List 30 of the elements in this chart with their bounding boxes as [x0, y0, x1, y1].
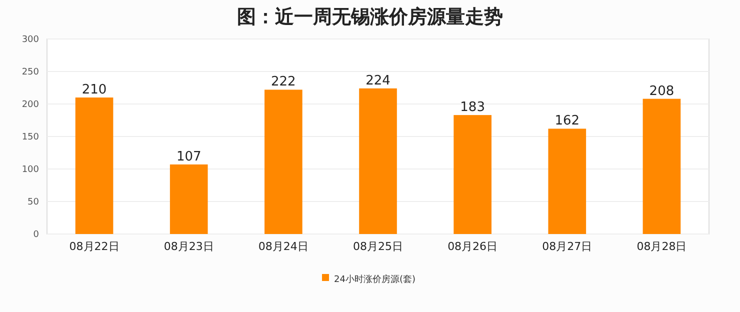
y-tick-label: 50: [28, 198, 40, 208]
bar: [170, 164, 208, 234]
y-tick-label: 250: [22, 68, 40, 78]
y-tick-label: 100: [22, 165, 40, 175]
data-label: 183: [460, 100, 485, 116]
legend-label: 24小时涨价房源(套): [334, 274, 416, 285]
bar: [454, 115, 492, 234]
x-tick-label: 08月24日: [258, 240, 308, 253]
bar: [359, 88, 397, 234]
bar: [548, 128, 586, 234]
x-tick-label: 08月23日: [164, 240, 214, 253]
y-tick-label: 0: [33, 230, 40, 240]
x-tick-label: 08月25日: [353, 240, 403, 253]
x-tick-label: 08月27日: [542, 240, 592, 253]
y-tick-label: 200: [22, 100, 40, 110]
bar: [264, 90, 302, 234]
data-label: 208: [649, 84, 674, 99]
data-label: 222: [271, 74, 296, 90]
y-tick-label: 150: [22, 132, 40, 142]
y-tick-label: 300: [22, 35, 40, 45]
data-label: 224: [366, 73, 390, 88]
chart-title: 图：近一周无锡涨价房源量走势: [237, 6, 503, 28]
x-tick-label: 08月22日: [69, 240, 120, 253]
x-tick-label: 08月28日: [636, 240, 687, 253]
x-tick-label: 08月26日: [448, 240, 498, 253]
data-label: 162: [554, 114, 580, 129]
bar: [75, 98, 114, 234]
bar: [642, 98, 681, 234]
data-label: 210: [82, 82, 107, 98]
data-label: 107: [176, 149, 202, 164]
